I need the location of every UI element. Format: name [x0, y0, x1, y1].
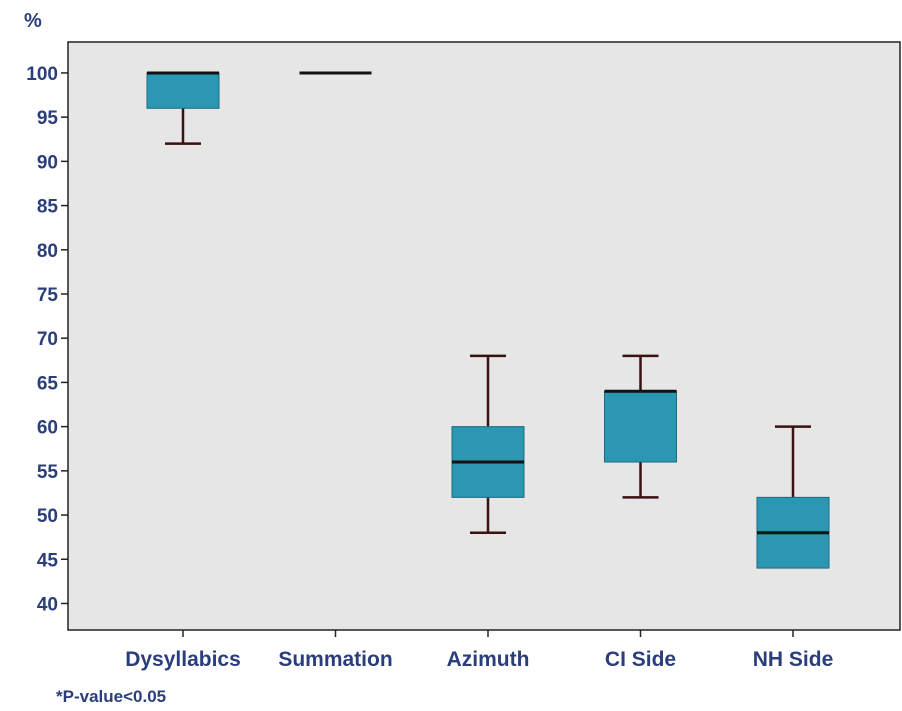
y-tick-label: 50 [37, 506, 58, 527]
iqr-box [604, 390, 677, 463]
y-tick-label: 100 [26, 64, 58, 85]
y-tick-label: 90 [37, 152, 58, 173]
y-tick-label: 85 [37, 197, 59, 218]
y-tick-label: 95 [37, 108, 59, 129]
box-azimuth [451, 354, 525, 534]
y-tick-label: 80 [37, 241, 58, 262]
y-tick-label: 55 [37, 462, 59, 483]
y-tick-label: 45 [37, 550, 59, 571]
box-ci-side [604, 354, 677, 499]
boxes [146, 71, 830, 569]
box-nh-side [756, 425, 830, 569]
y-axis: 40 45 50 55 60 65 70 75 80 85 90 95 100 [26, 64, 68, 615]
y-tick-label: 75 [37, 285, 59, 306]
y-axis-unit: % [24, 10, 42, 32]
x-category-label: CI Side [605, 648, 676, 671]
footnote: *P-value<0.05 [56, 687, 166, 706]
x-category-label: Azimuth [447, 648, 530, 671]
iqr-box [146, 72, 220, 109]
y-tick-label: 40 [37, 594, 58, 615]
y-tick-label: 70 [37, 329, 58, 350]
y-tick-label: 65 [37, 373, 59, 394]
x-axis: Dysyllabics Summation Azimuth CI Side NH Sid… [125, 630, 833, 671]
x-category-label: Summation [278, 648, 392, 671]
box-dysyllabics [146, 71, 220, 145]
x-category-label: Dysyllabics [125, 648, 241, 671]
x-category-label: NH Side [753, 648, 834, 671]
y-tick-label: 60 [37, 418, 58, 439]
